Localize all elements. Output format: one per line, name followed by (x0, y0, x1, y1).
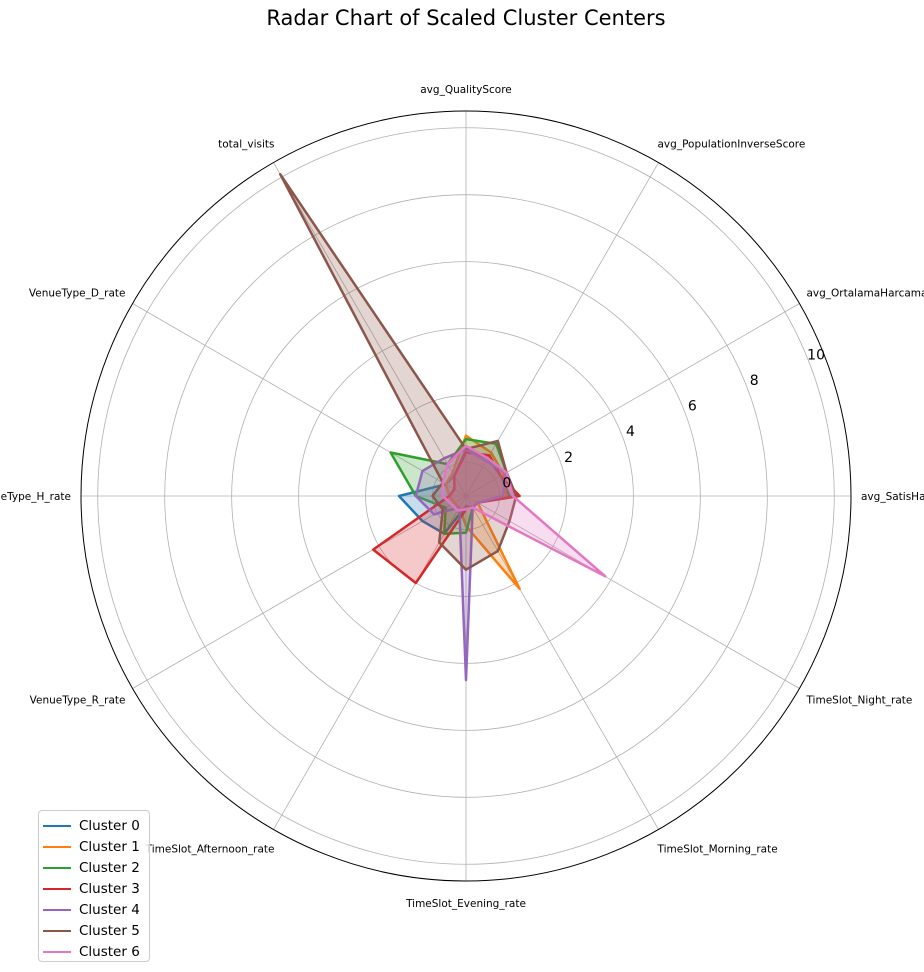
axis-label: avg_SatisHacmi (861, 491, 924, 503)
grid-spoke (465, 495, 800, 689)
legend-swatch (43, 887, 71, 890)
axis-label: VenueType_D_rate (29, 288, 126, 300)
grid-spoke (273, 495, 467, 830)
legend-swatch (43, 950, 71, 953)
legend-swatch (43, 929, 71, 932)
series-area (441, 444, 607, 578)
legend-label: Cluster 2 (79, 859, 140, 876)
label-layer: avg_SatisHacmi avg_OrtalamaHarcamaTutari a… (0, 84, 924, 910)
legend-label: Cluster 6 (79, 943, 140, 960)
legend-item: Cluster 2 (39, 857, 149, 878)
legend-item: Cluster 1 (39, 836, 149, 857)
r-tick-label: 10 (807, 347, 825, 363)
legend-item: Cluster 0 (39, 815, 149, 836)
chart-title: Radar Chart of Scaled Cluster Centers (266, 6, 666, 30)
legend-item: Cluster 5 (39, 920, 149, 941)
axis-label: VenueType_R_rate (30, 695, 126, 707)
axis-label: TimeSlot_Morning_rate (657, 843, 778, 855)
legend-swatch (43, 866, 71, 869)
axis-label: total_visits (218, 139, 274, 151)
legend-swatch (43, 824, 71, 827)
legend-swatch (43, 845, 71, 848)
legend-swatch (43, 908, 71, 911)
axis-label: TimeSlot_Night_rate (805, 695, 912, 707)
grid-layer (80, 110, 852, 882)
series-layer (278, 172, 607, 682)
axis-label: TimeSlot_Afternoon_rate (145, 843, 275, 855)
r-tick-label: 4 (626, 424, 635, 440)
legend-item: Cluster 3 (39, 878, 149, 899)
r-tick-label: 8 (750, 373, 759, 389)
grid-spoke (465, 303, 800, 497)
legend-label: Cluster 4 (79, 901, 140, 918)
series-area (278, 172, 518, 571)
grid-spoke (132, 495, 467, 689)
r-tick-label: 2 (564, 450, 573, 466)
legend-label: Cluster 0 (79, 817, 140, 834)
legend: Cluster 0 Cluster 1 Cluster 2 Cluster 3 Clus… (38, 810, 150, 962)
r-tick-label: 6 (688, 399, 697, 415)
legend-label: Cluster 1 (79, 838, 140, 855)
r-tick-label: 0 (502, 475, 511, 491)
legend-label: Cluster 3 (79, 880, 140, 897)
grid-spoke (273, 162, 467, 497)
grid-spoke (132, 303, 467, 497)
axis-label: avg_OrtalamaHarcamaTutari (806, 288, 924, 300)
axis-label: VenueType_H_rate (0, 491, 71, 503)
axis-label: avg_QualityScore (420, 84, 512, 96)
legend-item: Cluster 6 (39, 941, 149, 962)
polar-frame (80, 110, 852, 882)
axis-label: avg_PopulationInverseScore (658, 139, 806, 151)
legend-label: Cluster 5 (79, 922, 140, 939)
axis-label: TimeSlot_Evening_rate (405, 898, 526, 910)
legend-item: Cluster 4 (39, 899, 149, 920)
